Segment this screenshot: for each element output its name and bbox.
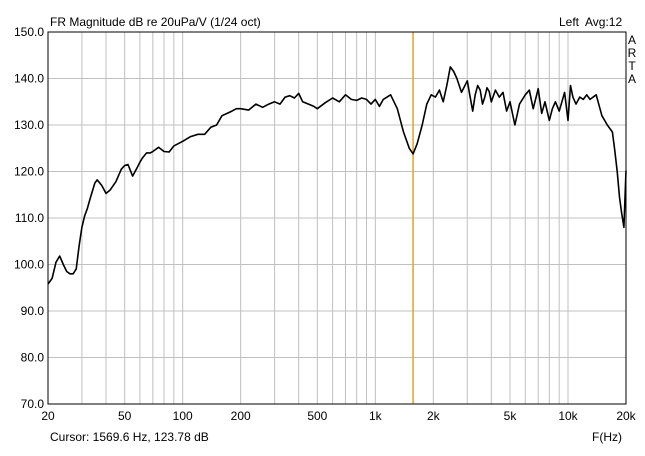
cursor-readout: Cursor: 1569.6 Hz, 123.78 dB [50, 430, 209, 444]
y-tick-label: 100.0 [14, 258, 44, 272]
x-tick-label: 100 [173, 409, 193, 423]
response-curve [47, 66, 627, 285]
y-tick-label: 80.0 [21, 351, 45, 365]
response-curve-group [47, 66, 627, 285]
y-axis-ticks: 70.0 80.0 90.0 100.0 110.0 120.0 130.0 140.0 150… [14, 25, 44, 411]
y-tick-label: 70.0 [21, 397, 45, 411]
x-axis-ticks: 20 50 100 200 500 1k 2k 5k 10k 20k [41, 409, 636, 423]
y-tick-label: 130.0 [14, 118, 44, 132]
watermark-letter: T [628, 59, 636, 73]
chart-title: FR Magnitude dB re 20uPa/V (1/24 oct) [50, 15, 261, 29]
y-tick-label: 110.0 [15, 211, 44, 225]
watermark-letter: A [628, 33, 636, 47]
x-tick-label: 10k [558, 409, 578, 423]
x-tick-label: 50 [118, 409, 132, 423]
x-tick-label: 200 [231, 409, 251, 423]
y-tick-label: 120.0 [14, 165, 44, 179]
channel-label: Left [559, 15, 580, 29]
plot-frame [47, 31, 627, 405]
y-tick-label: 90.0 [21, 304, 45, 318]
grid-lines [47, 31, 627, 405]
y-tick-label: 140.0 [14, 72, 44, 86]
watermark-letter: R [628, 46, 637, 60]
y-tick-label: 150.0 [14, 25, 44, 39]
x-tick-label: 2k [427, 409, 441, 423]
watermark-letter: A [628, 72, 636, 86]
x-tick-label: 1k [369, 409, 383, 423]
x-tick-label: 500 [307, 409, 327, 423]
averages-label: Avg:12 [585, 15, 622, 29]
x-axis-label: F(Hz) [592, 430, 622, 444]
x-tick-label: 20k [616, 409, 636, 423]
x-tick-label: 5k [504, 409, 518, 423]
x-tick-label: 20 [41, 409, 55, 423]
